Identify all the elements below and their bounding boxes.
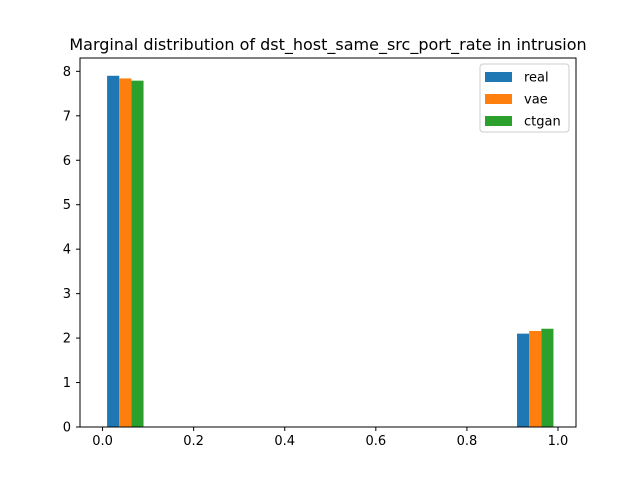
legend-label-ctgan: ctgan bbox=[524, 115, 561, 130]
chart-title: Marginal distribution of dst_host_same_s… bbox=[69, 35, 586, 55]
x-tick-label: 0.6 bbox=[365, 434, 386, 449]
axes-border bbox=[79, 57, 577, 428]
axes-frame bbox=[79, 57, 577, 428]
bar-vae-bin-0 bbox=[119, 78, 132, 428]
plot-bars bbox=[107, 75, 554, 428]
x-tick-label: 1.0 bbox=[548, 434, 569, 449]
legend-label-real: real bbox=[524, 71, 549, 86]
y-tick-label: 4 bbox=[63, 243, 71, 258]
bar-ctgan-bin-1 bbox=[541, 328, 554, 427]
x-tick-label: 0.2 bbox=[183, 434, 204, 449]
bar-vae-bin-1 bbox=[529, 330, 542, 427]
y-tick-label: 0 bbox=[63, 421, 71, 436]
x-tick-label: 0.8 bbox=[457, 434, 478, 449]
legend-swatch-real bbox=[485, 72, 512, 82]
y-tick-label: 5 bbox=[63, 198, 71, 213]
legend-swatch-ctgan bbox=[485, 116, 512, 126]
y-tick-label: 3 bbox=[63, 287, 71, 302]
y-tick-label: 7 bbox=[63, 109, 71, 124]
x-tick-label: 0.4 bbox=[274, 434, 295, 449]
bar-real-bin-0 bbox=[107, 75, 120, 427]
legend-swatch-vae bbox=[485, 94, 512, 104]
legend-label-vae: vae bbox=[524, 93, 548, 108]
y-tick-label: 6 bbox=[63, 154, 71, 169]
bar-real-bin-1 bbox=[517, 333, 530, 427]
y-tick-label: 2 bbox=[63, 332, 71, 347]
y-tick-label: 8 bbox=[63, 65, 71, 80]
y-axis: 0 1 2 3 4 5 6 7 8 bbox=[63, 65, 80, 436]
legend: real vae ctgan bbox=[479, 63, 570, 133]
x-tick-label: 0.0 bbox=[92, 434, 113, 449]
bar-ctgan-bin-0 bbox=[131, 80, 144, 427]
x-axis: 0.0 0.2 0.4 0.6 0.8 1.0 bbox=[92, 427, 568, 449]
y-tick-label: 1 bbox=[63, 376, 71, 391]
